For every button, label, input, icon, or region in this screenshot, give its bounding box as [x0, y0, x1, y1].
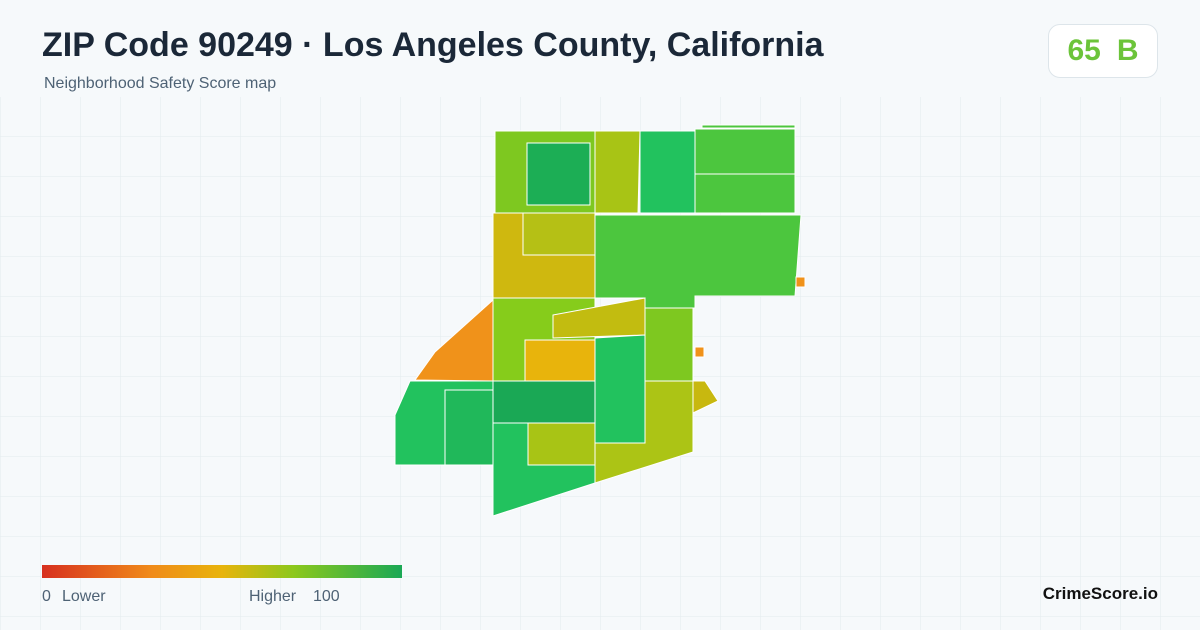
title: ZIP Code 90249 · Los Angeles County, Cal…	[42, 26, 824, 64]
legend-min: 0	[42, 588, 51, 605]
legend-max-label: Higher	[249, 588, 297, 605]
grade: B	[1116, 34, 1139, 67]
subtitle: Neighborhood Safety Score map	[44, 75, 277, 92]
legend-max: 100	[313, 588, 340, 605]
score-badge: 65 B	[1048, 24, 1158, 78]
legend-min-label: Lower	[62, 588, 106, 605]
zip-areas	[394, 124, 806, 517]
score: 65	[1067, 34, 1101, 67]
brand: CrimeScore.io	[1042, 584, 1158, 603]
legend-bar	[42, 565, 402, 578]
